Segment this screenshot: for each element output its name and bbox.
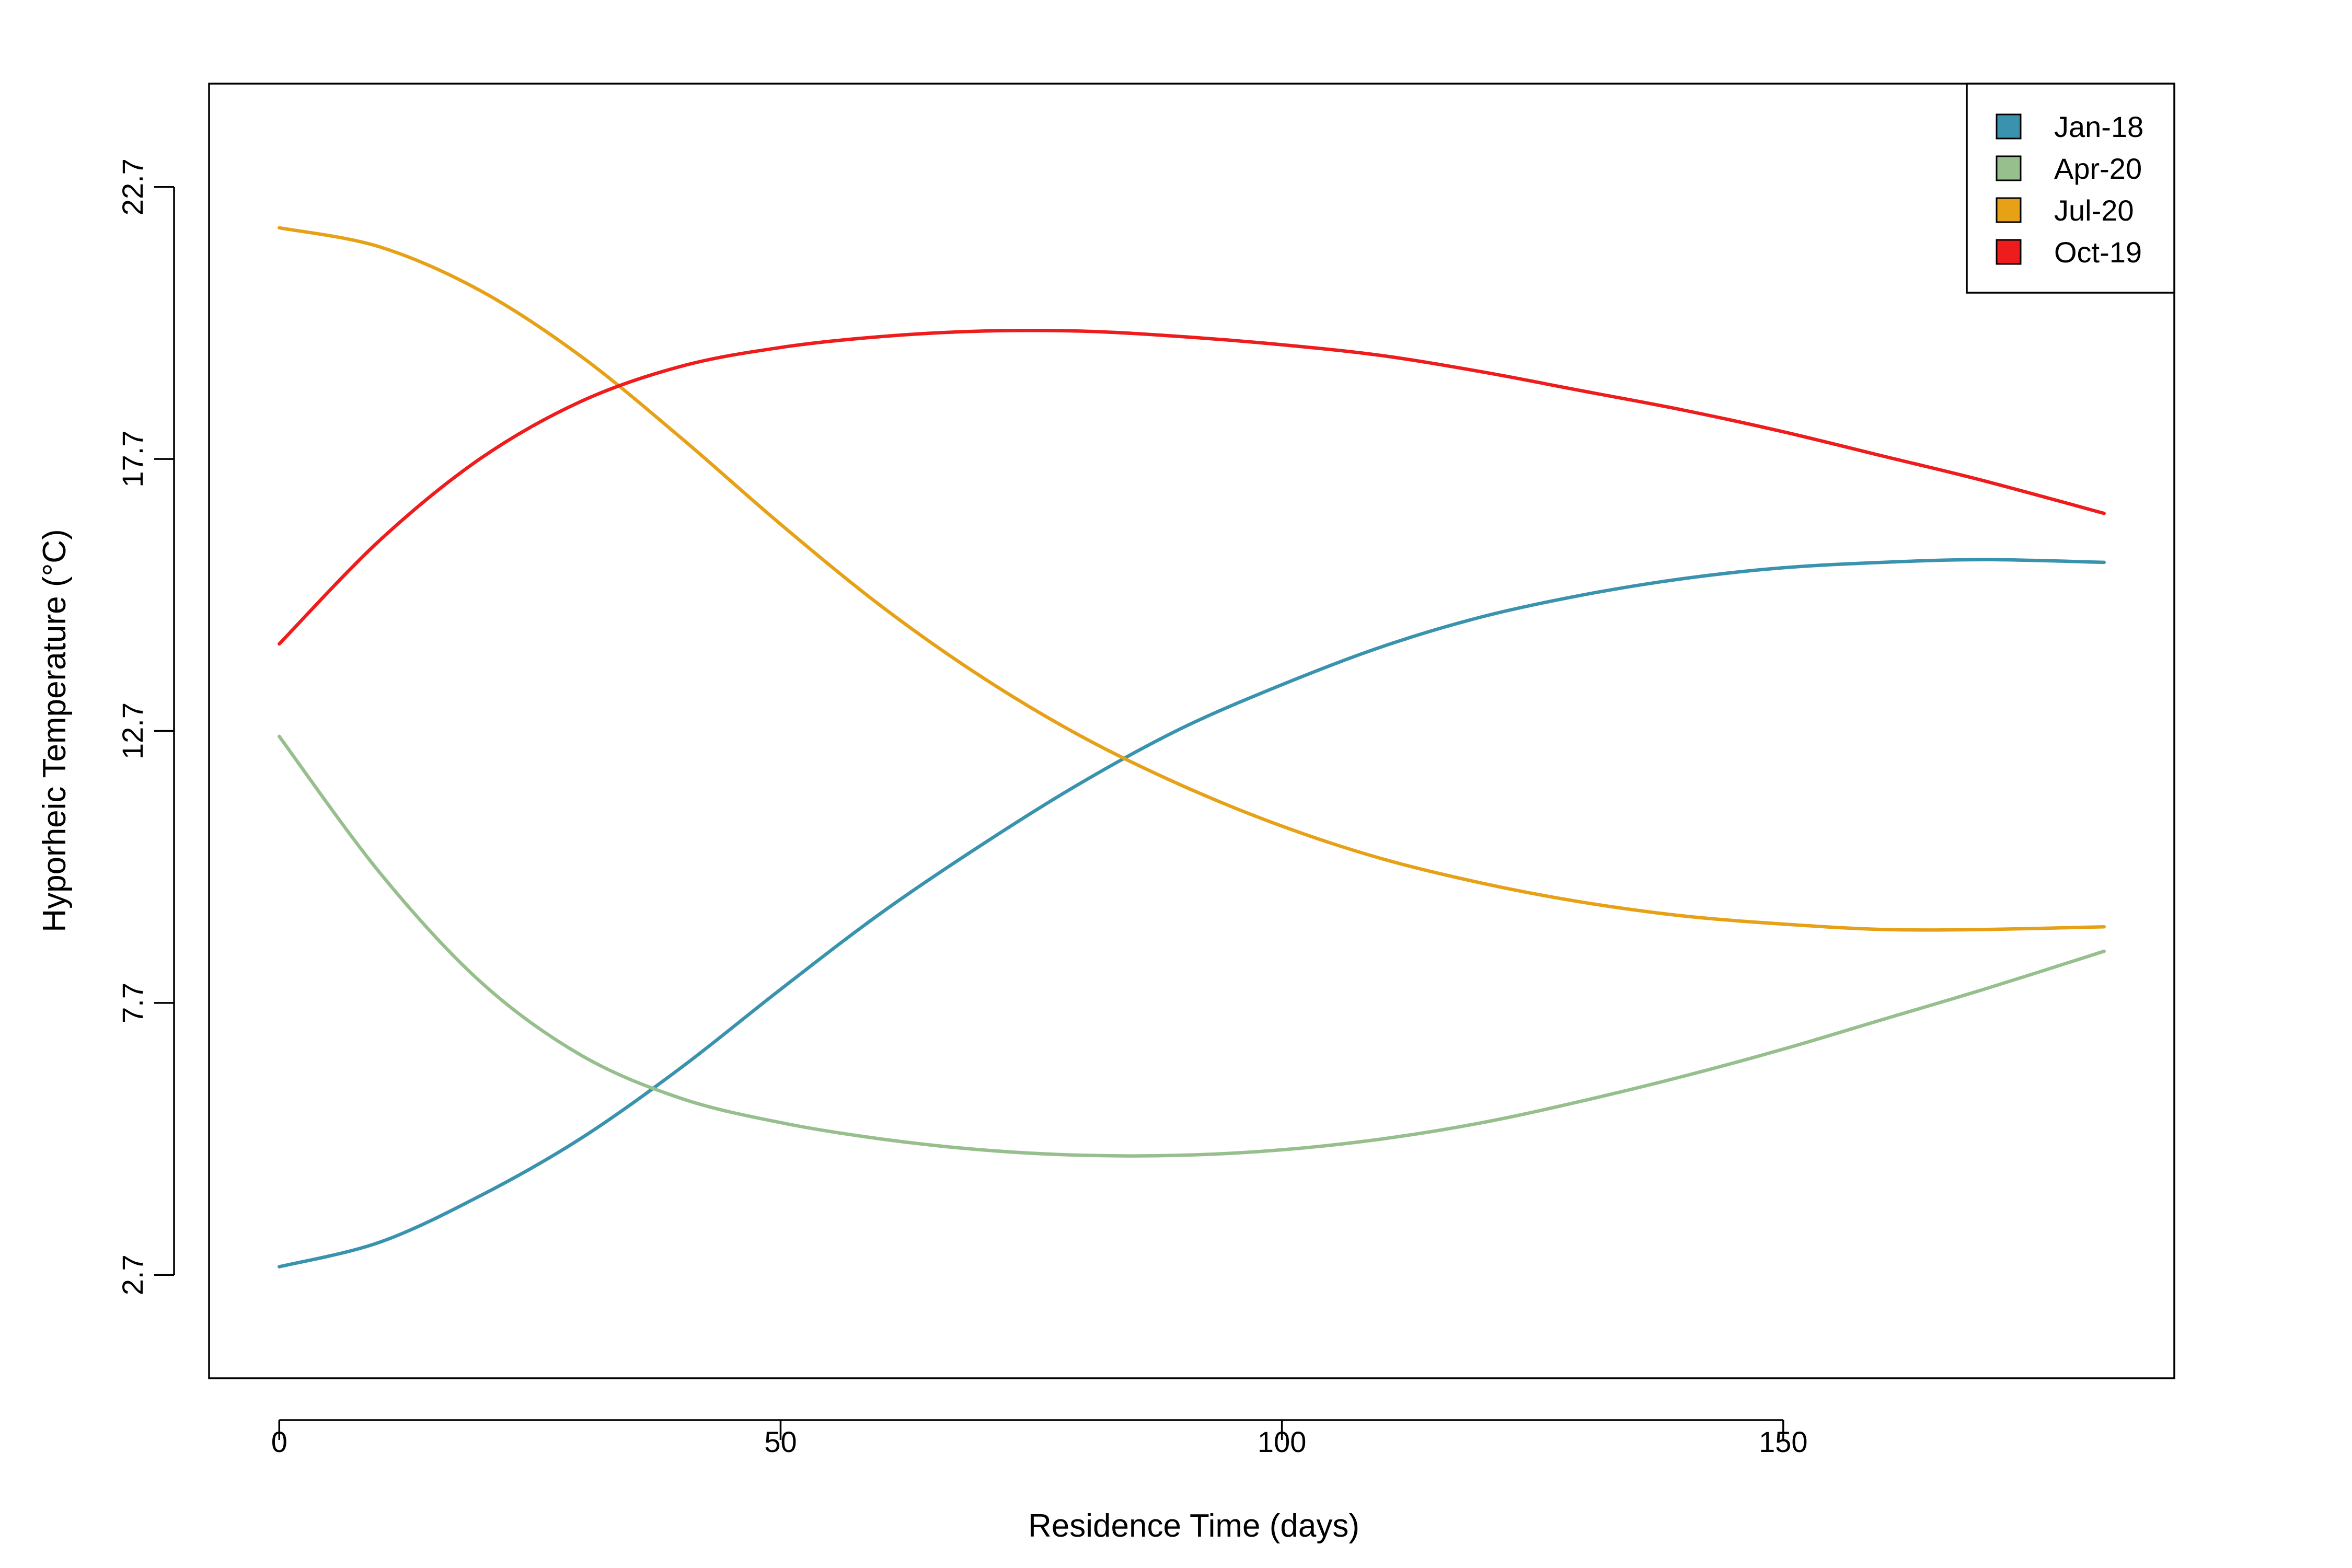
y-axis-title: Hyporheic Temperature (°C) bbox=[37, 529, 73, 932]
y-tick-label: 7.7 bbox=[116, 983, 149, 1023]
series-layer bbox=[278, 226, 2106, 1269]
x-axis: 0 50 100 150 bbox=[271, 1419, 1808, 1458]
y-tick-label: 22.7 bbox=[116, 158, 149, 215]
series-line-jul-20 bbox=[278, 226, 2106, 932]
legend: Jan-18 Apr-20 Jul-20 Oct-19 bbox=[1966, 83, 2175, 294]
y-axis: 2.7 7.7 12.7 17.7 22.7 bbox=[116, 158, 175, 1295]
legend-swatch-jul-20 bbox=[1996, 197, 2022, 223]
legend-label-jul-20: Jul-20 bbox=[2054, 194, 2134, 227]
legend-label-apr-20: Apr-20 bbox=[2054, 152, 2142, 185]
legend-label-jan-18: Jan-18 bbox=[2054, 110, 2143, 143]
legend-swatch-apr-20 bbox=[1996, 155, 2022, 181]
x-tick-label: 150 bbox=[1759, 1425, 1807, 1458]
x-tick-label: 50 bbox=[764, 1425, 797, 1458]
y-tick-label: 17.7 bbox=[116, 431, 149, 488]
x-tick-label: 0 bbox=[271, 1425, 287, 1458]
x-axis-title: Residence Time (days) bbox=[1028, 1508, 1359, 1544]
legend-swatch-jan-18 bbox=[1996, 113, 2022, 140]
series-line-jan-18 bbox=[278, 558, 2106, 1269]
plot-frame bbox=[208, 83, 2175, 1379]
series-line-apr-20 bbox=[278, 734, 2106, 1158]
y-tick-label: 2.7 bbox=[116, 1254, 149, 1295]
x-tick-label: 100 bbox=[1258, 1425, 1306, 1458]
series-line-oct-19 bbox=[278, 328, 2106, 646]
legend-label-oct-19: Oct-19 bbox=[2054, 236, 2142, 269]
legend-swatch-oct-19 bbox=[1996, 239, 2022, 265]
y-tick-label: 12.7 bbox=[116, 702, 149, 759]
